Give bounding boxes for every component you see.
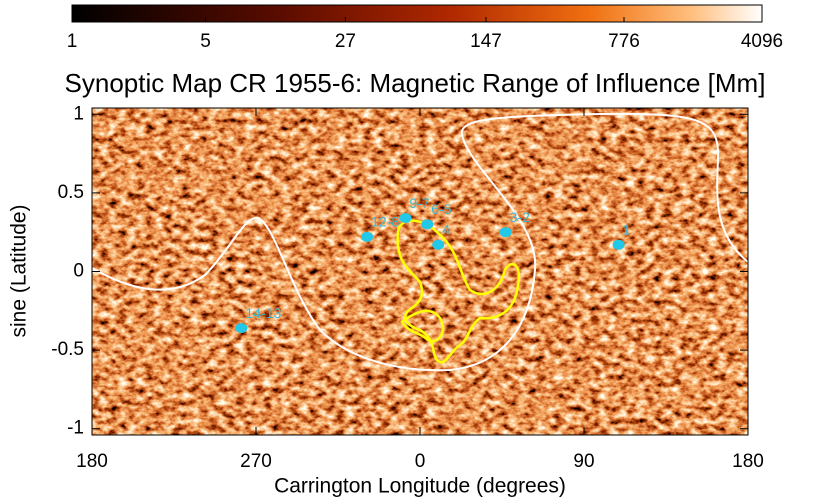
annotation: 3-2 <box>510 209 530 225</box>
contour <box>396 219 521 364</box>
x-tick-label: 270 <box>240 451 272 472</box>
colorbar-tick-label: 1 <box>67 31 78 52</box>
annotation: 14-13 <box>245 305 281 321</box>
colorbar <box>71 4 763 23</box>
y-tick-label: 0 <box>73 261 84 282</box>
neutral-line <box>92 112 748 372</box>
annotation: 9-7 <box>409 195 429 211</box>
y-tick-label: -1 <box>67 418 84 439</box>
active-region <box>612 239 625 250</box>
colorbar-tick-label: 776 <box>608 31 640 52</box>
active-region <box>499 227 512 238</box>
active-region <box>432 239 445 250</box>
x-tick-label: 180 <box>76 451 108 472</box>
contours <box>92 112 748 372</box>
colorbar-tick-label: 147 <box>470 31 502 52</box>
annotation: 1 <box>623 221 631 237</box>
active-region <box>361 231 374 242</box>
annotation: 6-5 <box>431 201 451 217</box>
y-tick-label: -0.5 <box>51 339 84 360</box>
x-tick-label: 180 <box>732 451 764 472</box>
y-tick-label: 0.5 <box>58 182 84 203</box>
y-tick-label: 1 <box>73 103 84 124</box>
chart-title: Synoptic Map CR 1955-6: Magnetic Range o… <box>65 68 766 98</box>
colorbar-tick-label: 5 <box>200 31 211 52</box>
x-tick-label: 0 <box>415 451 426 472</box>
x-axis-label: Carrington Longitude (degrees) <box>274 475 566 498</box>
contour <box>400 309 445 343</box>
active-region <box>421 219 434 230</box>
active-region <box>399 213 412 224</box>
colorbar-tick-label: 4096 <box>741 31 783 52</box>
y-axis-label: sine (Latitude) <box>8 204 31 337</box>
active-region <box>235 323 248 334</box>
x-tick-label: 90 <box>573 451 594 472</box>
colorbar-tick-label: 27 <box>335 31 356 52</box>
annotation: 12-8 <box>371 214 399 230</box>
annotation: 4 <box>442 221 450 237</box>
heatmap <box>92 108 748 435</box>
